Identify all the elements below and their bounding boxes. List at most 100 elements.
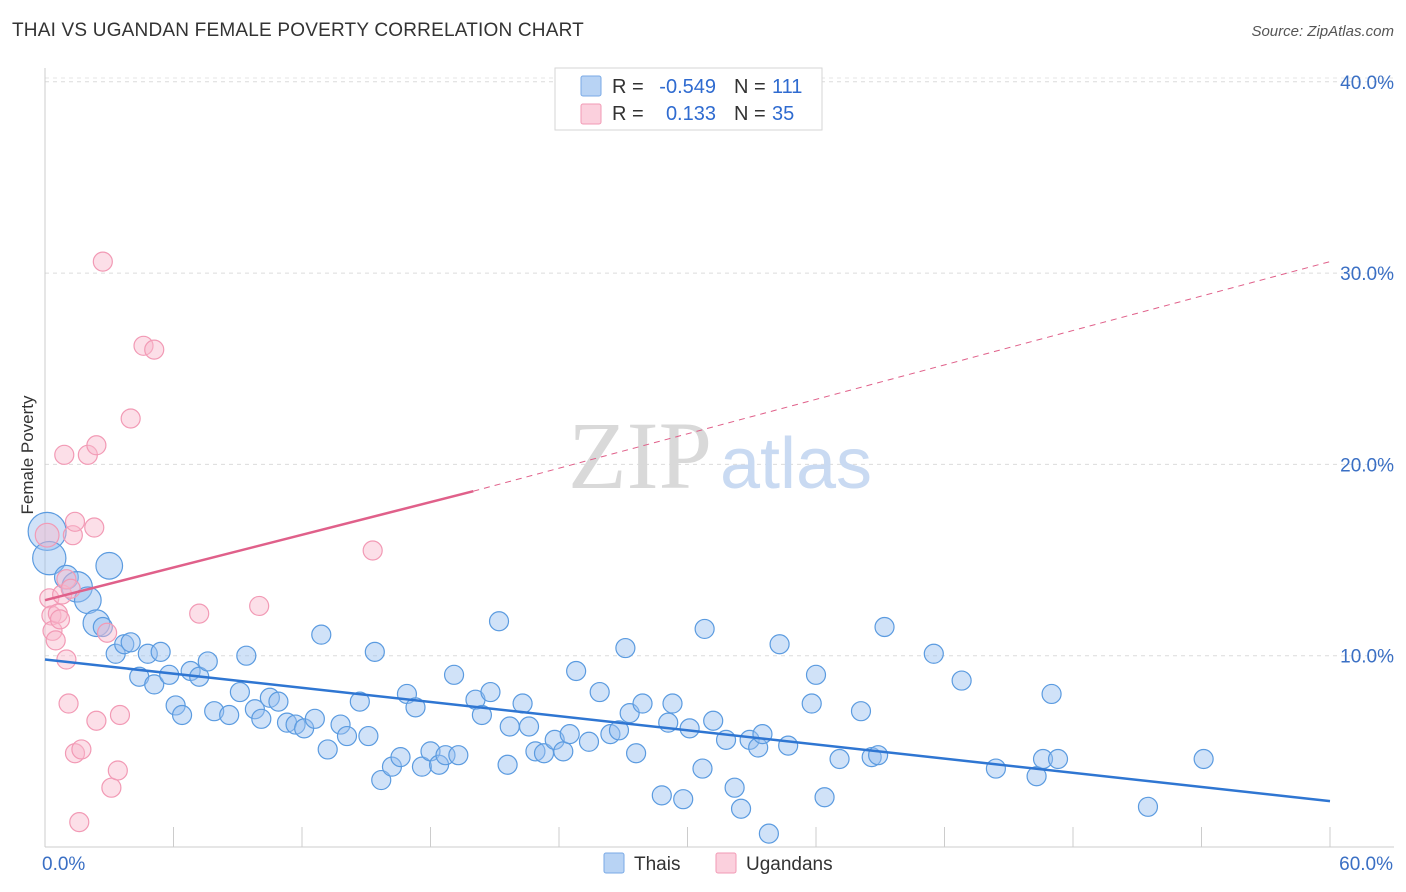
thais-point (739, 729, 760, 750)
thais-point (679, 718, 700, 739)
thais-point (615, 637, 636, 659)
thais-point (662, 693, 683, 714)
ugandans-point (45, 630, 66, 651)
thais-point (518, 716, 540, 737)
thais-point (703, 710, 724, 731)
thais-point (120, 632, 141, 653)
thais-point (229, 681, 250, 703)
thais-point (868, 745, 889, 766)
bottom-legend-ugandans: Ugandans (746, 854, 833, 875)
watermark: ZIP atlas (568, 402, 872, 509)
thais-point (144, 674, 165, 695)
ugandans-point (101, 777, 122, 798)
thais-point (1193, 748, 1214, 770)
thais-point (651, 785, 672, 806)
ugandans-point (189, 603, 210, 624)
thais-point (330, 714, 351, 735)
thais-point (358, 725, 379, 747)
bottom-legend-swatch-thais (603, 852, 625, 874)
thais-point (499, 716, 520, 737)
trend-lines (44, 261, 1331, 803)
thais-trend-line (44, 658, 1331, 803)
ugandans-point (56, 569, 77, 590)
ugandans-point (86, 710, 107, 731)
y-tick-label: 40.0% (1340, 73, 1394, 94)
thais-point (814, 787, 835, 808)
legend-ugandans-n-value: 35 (772, 103, 794, 125)
bottom-legend-swatch-ugandans (715, 852, 737, 874)
thais-point (488, 611, 510, 632)
thais-point (730, 798, 752, 819)
thais-point (405, 697, 426, 718)
thais-point (951, 670, 972, 691)
thais-point (850, 701, 872, 722)
ugandans-point (64, 511, 86, 532)
x-tick-label: 0.0% (42, 854, 85, 875)
thais-point (317, 739, 338, 760)
thais-point (1041, 683, 1062, 705)
thais-point (236, 645, 257, 666)
thais-point (304, 708, 325, 729)
thais-point (566, 660, 587, 682)
thais-point (544, 729, 565, 750)
series-ugandans-points (34, 251, 383, 833)
thais-point (553, 741, 574, 762)
thais-point (137, 643, 158, 664)
thais-point (1137, 796, 1159, 817)
thais-point (985, 758, 1007, 779)
ugandans-point (64, 743, 86, 764)
watermark-zip: ZIP (568, 402, 712, 509)
y-tick-labels: 10.0% 20.0% 30.0% 40.0% (1340, 73, 1394, 668)
x-tick-label: 60.0% (1339, 854, 1393, 875)
thais-point (608, 720, 630, 741)
thais-point (829, 748, 850, 770)
thais-point (471, 704, 492, 726)
thais-point (268, 691, 289, 712)
legend-ugandans-n-label: N = (734, 103, 766, 125)
thais-point (364, 641, 385, 662)
ugandans-point (97, 622, 118, 643)
thais-point (251, 708, 272, 729)
bottom-legend-thais: Thais (634, 854, 680, 875)
legend-thais-r-label: R = (612, 76, 644, 98)
thais-point (197, 651, 218, 672)
ugandans-point (84, 517, 105, 538)
thais-point (559, 724, 580, 745)
legend-thais-r-value: -0.549 (659, 76, 716, 98)
thais-point (632, 693, 653, 714)
series-thais-points (27, 511, 1214, 844)
thais-point (27, 511, 67, 551)
axes (44, 68, 1394, 848)
legend-ugandans-r-label: R = (612, 103, 644, 125)
y-tick-label: 10.0% (1340, 647, 1394, 668)
thais-point (371, 769, 392, 791)
ugandans-point (86, 435, 107, 456)
ugandans-point (56, 649, 77, 670)
thais-point (758, 823, 779, 844)
thais-point (1047, 748, 1069, 770)
y-tick-label: 30.0% (1340, 264, 1394, 285)
ugandans-point (58, 693, 79, 714)
ugandans-point (362, 540, 383, 561)
thais-point (171, 704, 193, 726)
thais-point (525, 741, 546, 762)
ugandans-point (249, 595, 270, 617)
thais-point (578, 731, 600, 752)
ugandans-point (107, 760, 128, 781)
ugandans-point (109, 704, 131, 726)
ugandans-point (69, 812, 90, 833)
ugandans-point (49, 609, 71, 630)
thais-point (204, 701, 225, 722)
legend-ugandans-r-value: 0.133 (666, 103, 716, 125)
thais-point (801, 693, 822, 714)
thais-point (752, 724, 773, 745)
thais-point (390, 746, 411, 768)
ugandans-point (71, 739, 92, 760)
grid-lines (45, 77, 1394, 657)
ugandans-point (34, 522, 60, 548)
thais-point (443, 664, 465, 685)
thais-point (411, 756, 433, 777)
ugandans-point (133, 335, 154, 356)
thais-point (923, 643, 944, 664)
thais-point (219, 704, 240, 726)
